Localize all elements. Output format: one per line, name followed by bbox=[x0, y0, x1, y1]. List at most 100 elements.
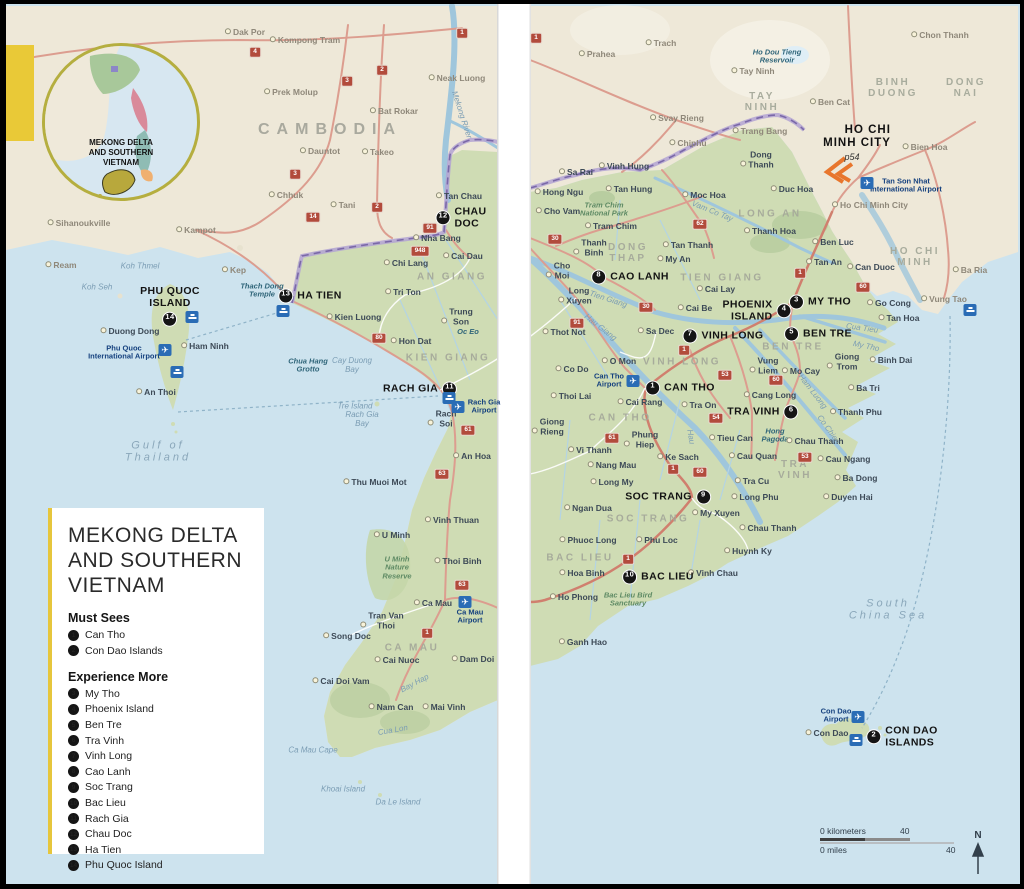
town-label: Prahea bbox=[578, 50, 615, 60]
locator-inset-label: MEKONG DELTA AND SOUTHERN VIETNAM bbox=[88, 138, 154, 167]
town-dot bbox=[657, 255, 664, 262]
road-shield-2: 2 bbox=[371, 201, 383, 213]
town-label: Mai Vinh bbox=[422, 703, 465, 713]
scale-km-bar bbox=[820, 838, 910, 841]
destination-label: CAO LANH bbox=[610, 270, 669, 283]
town-label: Tan Hung bbox=[605, 185, 652, 195]
legend-item-number: 3 bbox=[68, 688, 79, 700]
nature-site-label: U Minh Nature Reserve bbox=[382, 554, 412, 581]
town-label: Long Phu bbox=[731, 493, 779, 503]
town-dot bbox=[781, 367, 788, 374]
destination-marker-2: 2 bbox=[866, 729, 882, 745]
legend-section-heading: Must Sees bbox=[68, 611, 130, 626]
town-label: Vi Thanh bbox=[568, 446, 612, 456]
scale-bar: 0 kilometers 40 0 miles 40 bbox=[820, 826, 960, 856]
town-label: Prek Molup bbox=[264, 88, 318, 98]
town-dot bbox=[443, 252, 450, 259]
destination-label: VINH LONG bbox=[701, 329, 764, 342]
legend-item-number: 6 bbox=[68, 735, 79, 747]
town-label: Chon Thanh bbox=[911, 31, 969, 41]
destination-chau-doc: 12 CHAU DOC bbox=[435, 205, 487, 230]
locator-inset-map bbox=[45, 46, 153, 198]
province-label: DONG THAP bbox=[608, 241, 648, 264]
province-label: AN GIANG bbox=[417, 271, 487, 283]
town-label: Dam Doi bbox=[451, 655, 494, 665]
town-label: Phu Loc bbox=[636, 536, 678, 546]
town-label: Ham Ninh bbox=[181, 342, 229, 352]
town-dot bbox=[867, 299, 874, 306]
town-dot bbox=[848, 384, 855, 391]
town-dot bbox=[330, 201, 337, 208]
destination-label: BEN TRE bbox=[803, 327, 852, 340]
airport-icon: ✈ bbox=[458, 596, 472, 608]
town-dot bbox=[847, 263, 854, 270]
town-label: Ke Sach bbox=[657, 453, 699, 463]
province-label: TIEN GIANG bbox=[680, 272, 764, 284]
road-shield-1: 1 bbox=[667, 463, 679, 475]
ferry-icon bbox=[849, 734, 863, 746]
road-shield-91: 91 bbox=[422, 222, 438, 234]
road-shield-3: 3 bbox=[289, 168, 301, 180]
airport-label: Can Tho Airport bbox=[594, 371, 624, 389]
ferry-icon bbox=[442, 392, 456, 404]
map-key-panel: MEKONG DELTA AND SOUTHERN VIETNAM Must S… bbox=[48, 508, 264, 871]
town-label: Chhuk bbox=[268, 191, 303, 201]
town-dot bbox=[559, 536, 566, 543]
town-label: Bat Rokar bbox=[369, 107, 418, 117]
legend-item-label: Phoenix Island bbox=[85, 703, 154, 716]
destination-tra-vinh: TRA VINH 6 bbox=[727, 404, 799, 420]
town-dot bbox=[587, 461, 594, 468]
destination-label: PHU QUOC ISLAND bbox=[140, 284, 200, 309]
province-label: BINH DUONG bbox=[868, 76, 918, 99]
town-dot bbox=[823, 493, 830, 500]
town-dot bbox=[558, 296, 565, 302]
town-label: Long Xuyen bbox=[558, 286, 592, 305]
town-dot bbox=[224, 28, 231, 35]
town-dot bbox=[435, 192, 442, 199]
destination-marker-4: 4 bbox=[776, 303, 792, 319]
town-dot bbox=[545, 271, 552, 277]
legend-item-tra-vinh: 6 Tra Vinh bbox=[68, 735, 264, 747]
town-dot bbox=[559, 168, 565, 175]
town-label: Cai Rang bbox=[617, 398, 662, 408]
town-label: Ba Tri bbox=[848, 384, 880, 394]
legend-item-label: Chau Doc bbox=[85, 828, 132, 841]
destination-marker-8: 8 bbox=[591, 269, 607, 285]
town-label: Thanh Binh bbox=[573, 238, 607, 257]
town-label: An Thoi bbox=[136, 388, 176, 398]
legend-item-chau-doc: 12 Chau Doc bbox=[68, 828, 264, 840]
town-label: Tram Chim bbox=[585, 222, 637, 232]
legend-item-vinh-long: 7 Vinh Long bbox=[68, 750, 264, 762]
town-label: Vinh Chau bbox=[688, 569, 738, 579]
town-label: Tra Cu bbox=[734, 477, 769, 487]
town-label: Thot Not bbox=[542, 328, 585, 338]
town-label: Mo Cay bbox=[781, 367, 820, 377]
town-dot bbox=[176, 226, 183, 233]
town-label: Vung Tao bbox=[921, 295, 967, 305]
destination-vinh-long: 7 VINH LONG bbox=[682, 328, 764, 344]
town-dot bbox=[806, 258, 813, 265]
town-dot bbox=[558, 638, 565, 645]
town-dot bbox=[617, 398, 624, 405]
airport-label: Rach Gia Airport bbox=[467, 397, 501, 415]
town-dot bbox=[136, 388, 143, 395]
town-label: Kampot bbox=[176, 226, 216, 236]
town-dot bbox=[601, 357, 608, 364]
town-label: Ganh Hao bbox=[558, 638, 607, 648]
town-dot bbox=[786, 437, 793, 444]
airport-label: Tan Son Nhat International Airport bbox=[870, 176, 942, 194]
destination-can-tho: 1 CAN THO bbox=[645, 380, 715, 396]
town-label: Sihanoukville bbox=[47, 219, 110, 229]
road-shield-1: 1 bbox=[622, 553, 634, 565]
town-label: Duc Hoa bbox=[770, 185, 813, 195]
town-label: Sa Dec bbox=[637, 327, 674, 337]
town-label: Thanh Phu bbox=[830, 408, 882, 418]
road-shield-3: 3 bbox=[341, 75, 353, 87]
town-label: Hong Ngu bbox=[534, 188, 583, 198]
road-shield-54: 54 bbox=[708, 412, 724, 424]
destination-marker-14: 14 bbox=[162, 311, 178, 327]
town-label: Dak Por bbox=[224, 28, 265, 38]
town-dot bbox=[360, 621, 367, 627]
destination-marker-3: 3 bbox=[788, 294, 804, 310]
